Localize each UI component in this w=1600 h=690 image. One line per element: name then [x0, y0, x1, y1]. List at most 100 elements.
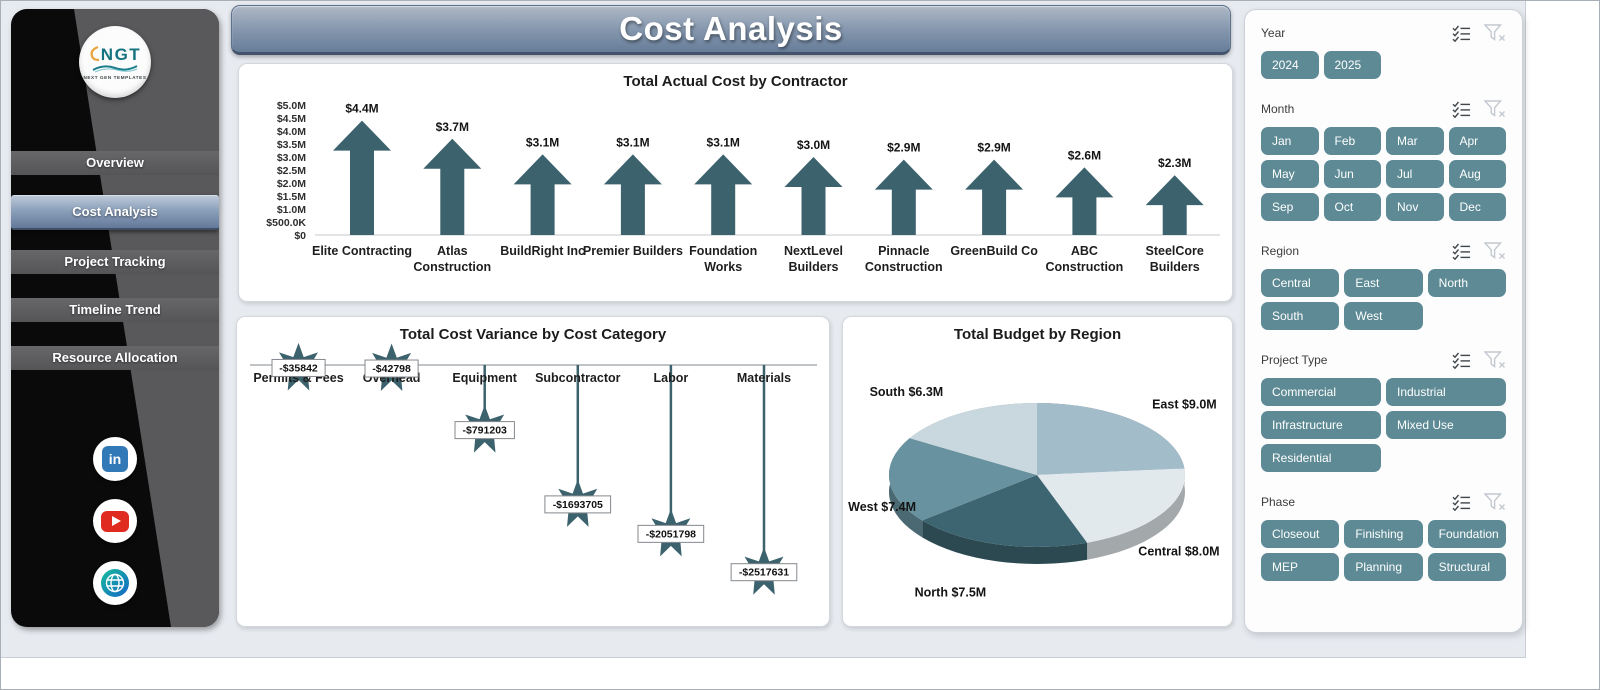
filter-month-dec[interactable]: Dec: [1448, 193, 1506, 221]
sidebar-item-overview[interactable]: Overview: [11, 151, 219, 175]
bar-abc-construction[interactable]: [1055, 167, 1114, 235]
slicer-year: Year 2024 2025: [1261, 24, 1506, 79]
budget-region-card: Total Budget by Region East $9.0M Central…: [842, 316, 1233, 627]
filter-phase-planning[interactable]: Planning: [1344, 553, 1423, 581]
clear-filter-icon[interactable]: [1484, 100, 1506, 118]
clear-filter-icon[interactable]: [1484, 242, 1506, 260]
value-callout: [271, 358, 326, 377]
svg-text:$500.0K: $500.0K: [266, 217, 306, 229]
clear-filter-icon[interactable]: [1484, 351, 1506, 369]
filter-panel-groups: Year 2024 2025 Month Jan Feb Mar Apr May Jun Jul Au…: [1261, 24, 1506, 581]
filter-project-type-residential[interactable]: Residential: [1261, 444, 1381, 472]
slicer-phase: Phase Closeout Finishing Foundation MEP Plann…: [1261, 493, 1506, 581]
pie-slice-south[interactable]: [909, 403, 1037, 475]
filter-project-type-infrastructure[interactable]: Infrastructure: [1261, 411, 1381, 439]
filter-month-aug[interactable]: Aug: [1448, 160, 1506, 188]
filter-year-2024[interactable]: 2024: [1261, 51, 1319, 79]
filter-phase-foundation[interactable]: Foundation: [1427, 520, 1506, 548]
svg-text:Premier Builders: Premier Builders: [583, 244, 683, 258]
bar-pinnacle-construction[interactable]: [874, 159, 933, 235]
filter-region-north[interactable]: North: [1427, 269, 1506, 297]
cost-variance-card: Total Cost Variance by Cost Category Per…: [236, 316, 830, 627]
bar-buildright-inc[interactable]: [513, 154, 572, 235]
globe-glyph: [101, 569, 129, 597]
filter-month-nov[interactable]: Nov: [1386, 193, 1444, 221]
slicer-title-month: Month: [1261, 102, 1295, 116]
bar-nextlevel-builders[interactable]: [784, 157, 843, 235]
sidebar-item-timeline-trend[interactable]: Timeline Trend: [11, 298, 219, 322]
linkedin-icon[interactable]: in: [93, 437, 137, 481]
filter-region-central[interactable]: Central: [1261, 269, 1340, 297]
filter-phase-mep[interactable]: MEP: [1261, 553, 1340, 581]
filter-month-jul[interactable]: Jul: [1386, 160, 1444, 188]
svg-text:$0: $0: [294, 230, 306, 242]
variance-chart: Permits & Fees Overhead Equipment Subcontra…: [250, 342, 817, 595]
youtube-icon[interactable]: [93, 499, 137, 543]
filter-phase-structural[interactable]: Structural: [1427, 553, 1506, 581]
sidebar-nav: Overview Cost Analysis Project Tracking Tim…: [11, 151, 219, 394]
bar-greenbuild-co[interactable]: [965, 159, 1024, 235]
bar-steelcore-builders[interactable]: [1145, 175, 1204, 235]
slicer-region: Region Central East North South West: [1261, 242, 1506, 330]
filter-region-south[interactable]: South: [1261, 302, 1340, 330]
slicer-title-year: Year: [1261, 26, 1286, 40]
bar-atlas-construction[interactable]: [423, 138, 482, 235]
filter-region-west[interactable]: West: [1344, 302, 1423, 330]
svg-text:$5.0M: $5.0M: [277, 100, 306, 112]
svg-text:BuildRight Inc: BuildRight Inc: [500, 244, 585, 258]
filter-phase-finishing[interactable]: Finishing: [1344, 520, 1423, 548]
svg-text:$3.1M: $3.1M: [707, 135, 740, 149]
bar-foundation-works[interactable]: [694, 154, 753, 235]
filter-month-apr[interactable]: Apr: [1448, 127, 1506, 155]
svg-text:Subcontractor: Subcontractor: [535, 371, 621, 385]
svg-text:Construction: Construction: [413, 260, 491, 274]
filter-project-type-industrial[interactable]: Industrial: [1386, 378, 1506, 406]
value-callout: [454, 421, 515, 440]
clear-filter-icon[interactable]: [1484, 493, 1506, 511]
multi-select-icon[interactable]: [1452, 25, 1471, 42]
multi-select-icon[interactable]: [1452, 101, 1471, 118]
svg-text:Atlas: Atlas: [437, 244, 468, 258]
pie-slice-central[interactable]: [1037, 468, 1185, 543]
filter-month-mar[interactable]: Mar: [1386, 127, 1444, 155]
filter-region-east[interactable]: East: [1344, 269, 1423, 297]
pie-side-central: [1087, 468, 1185, 560]
svg-text:$2.9M: $2.9M: [887, 141, 920, 155]
clear-filter-icon[interactable]: [1484, 24, 1506, 42]
svg-text:-$42798: -$42798: [372, 363, 411, 375]
pie-slice-east[interactable]: [1037, 403, 1185, 475]
filter-month-may[interactable]: May: [1261, 160, 1319, 188]
sidebar-item-project-tracking[interactable]: Project Tracking: [11, 250, 219, 274]
pie-slice-west[interactable]: [888, 438, 1037, 521]
svg-text:-$35842: -$35842: [279, 362, 318, 374]
svg-text:ABC: ABC: [1071, 244, 1098, 258]
filter-year-2025[interactable]: 2025: [1323, 51, 1381, 79]
filter-project-type-mixed-use[interactable]: Mixed Use: [1386, 411, 1506, 439]
website-globe-icon[interactable]: [93, 561, 137, 605]
filter-month-jun[interactable]: Jun: [1323, 160, 1381, 188]
multi-select-icon[interactable]: [1452, 494, 1471, 511]
pie-slice-north[interactable]: [922, 475, 1088, 547]
svg-text:-$1693705: -$1693705: [553, 499, 603, 511]
svg-text:$4.4M: $4.4M: [345, 102, 378, 116]
filter-month-sep[interactable]: Sep: [1261, 193, 1319, 221]
filter-month-feb[interactable]: Feb: [1323, 127, 1381, 155]
pie-side-north: [922, 520, 1088, 564]
slicer-project-type: Project Type Commercial Industrial Infrastr…: [1261, 351, 1506, 472]
filter-phase-closeout[interactable]: Closeout: [1261, 520, 1340, 548]
sidebar-item-resource-allocation[interactable]: Resource Allocation: [11, 346, 219, 370]
sidebar-item-cost-analysis[interactable]: Cost Analysis: [11, 195, 219, 230]
ngt-logo: NGT NEXT GEN TEMPLATES: [79, 26, 151, 98]
filter-month-oct[interactable]: Oct: [1323, 193, 1381, 221]
bar-elite-contracting[interactable]: [333, 120, 391, 235]
filter-month-jan[interactable]: Jan: [1261, 127, 1319, 155]
multi-select-icon[interactable]: [1452, 243, 1471, 260]
svg-text:$3.1M: $3.1M: [526, 135, 559, 149]
bar-premier-builders[interactable]: [603, 154, 662, 235]
svg-text:Construction: Construction: [1046, 260, 1124, 274]
filter-project-type-commercial[interactable]: Commercial: [1261, 378, 1381, 406]
multi-select-icon[interactable]: [1452, 352, 1471, 369]
value-callout: [730, 563, 798, 582]
svg-text:$4.5M: $4.5M: [277, 113, 306, 125]
logo-text: NGT: [100, 44, 142, 64]
